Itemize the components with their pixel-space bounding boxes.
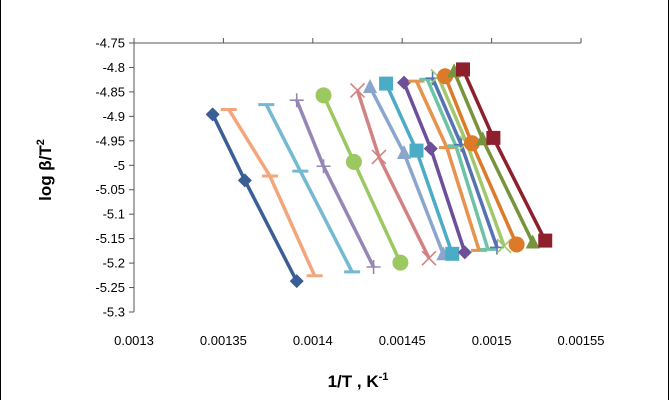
data-point-triangle [396,145,411,160]
data-point-plus [289,93,304,108]
series-2 [220,108,323,278]
data-point-plus [366,260,381,275]
x-tick-label: 0.0013 [114,333,154,348]
chart-axes [129,38,582,313]
data-point-triangle [475,131,490,146]
y-axis-title: log β/T2 [35,139,55,201]
series-3 [258,103,361,274]
x-axis-title-main: 1/T , K [328,372,380,391]
data-point-triangle [363,79,378,94]
series-8 [379,76,460,261]
data-point-diamond [457,245,472,260]
data-point-square [409,143,424,158]
data-point-square [445,246,460,261]
y-tick-labels: -4.75 -4.8 -4.85 -4.9 -4.95 -5 -5.05 -5.1 -5.15 -… [95,36,125,320]
y-tick-label: -4.75 [95,36,125,51]
data-point-plus [316,159,331,174]
series-15 [447,63,540,249]
y-tick-label: -5.2 [103,256,125,271]
data-point-diamond [289,274,304,289]
y-axis-title-sup: 2 [35,139,47,145]
data-point-square [486,130,501,145]
y-tick-label: -5.1 [103,207,125,222]
series-5 [315,87,409,271]
series-14 [437,68,525,253]
data-point-circle [345,153,362,170]
data-point-circle [392,254,409,271]
y-tick-label: -5.25 [95,280,125,295]
y-tick-label: -5.05 [95,182,125,197]
series-9 [396,75,472,260]
data-point-square [379,76,394,91]
y-tick-label: -4.9 [103,109,125,124]
data-point-diamond [423,141,438,156]
series-line [384,82,454,255]
data-point-x [496,238,512,254]
x-tick-label: 0.0014 [293,333,333,348]
data-point-circle [463,135,480,152]
data-point-square [538,233,553,248]
series-4 [289,93,381,275]
series-16 [455,62,553,248]
x-tick-label: 0.0015 [472,333,512,348]
y-tick-label: -4.95 [95,133,125,148]
data-point-x [349,82,366,99]
data-point-diamond [237,173,252,188]
series-layer [205,62,553,289]
y-tick-label: -4.8 [103,60,125,75]
y-tick-label: -5.15 [95,231,125,246]
series-12 [425,71,504,255]
series-line [227,108,317,277]
x-tick-label: 0.00145 [379,333,426,348]
data-point-circle [315,87,332,104]
x-tick-label: 0.00135 [200,333,247,348]
series-6 [349,82,437,266]
data-point-circle [437,68,454,85]
x-tick-label: 0.00155 [558,333,605,348]
y-tick-label: -4.85 [95,84,125,99]
data-point-circle [508,236,525,253]
x-tick-labels: 0.0013 0.00135 0.0014 0.00145 0.0015 0.00155 [114,333,604,348]
data-point-triangle [525,234,540,249]
data-point-diamond [396,75,411,90]
data-point-x [371,149,387,165]
series-1 [205,107,304,289]
data-point-x [421,250,437,266]
y-tick-label: -5.3 [103,305,125,320]
x-axis-title: 1/T , K-1 [328,371,389,391]
data-point-diamond [205,107,220,122]
y-tick-label: -5 [113,158,125,173]
y-axis-title-main: log β/T [36,145,55,201]
data-point-square [455,62,470,77]
x-axis-title-sup: -1 [379,371,389,383]
